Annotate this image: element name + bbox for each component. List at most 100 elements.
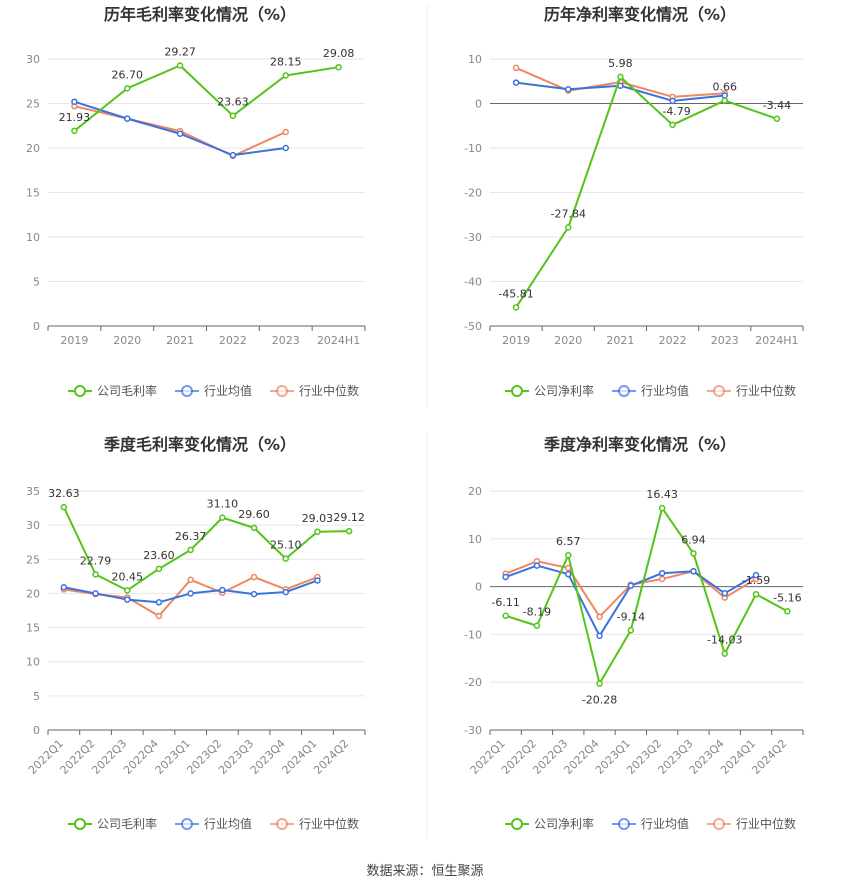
data-point — [124, 85, 131, 92]
legend-marker — [713, 818, 725, 830]
y-tick-label: 35 — [26, 485, 40, 498]
legend-label: 行业均值 — [641, 816, 689, 831]
y-tick-label: -20 — [464, 187, 482, 200]
data-point — [229, 151, 237, 159]
legend-item[interactable]: 公司净利率 — [505, 816, 594, 831]
data-label: 5.98 — [608, 57, 633, 70]
legend-item[interactable]: 行业中位数 — [707, 816, 796, 831]
y-tick-label: -10 — [464, 142, 482, 155]
data-point — [282, 588, 289, 596]
x-tick-label: 2020 — [113, 334, 141, 347]
legend-marker — [276, 385, 288, 397]
data-label: 6.94 — [681, 533, 706, 546]
legend-item[interactable]: 行业均值 — [612, 816, 689, 831]
legend-item[interactable]: 行业中位数 — [270, 383, 359, 398]
legend-item[interactable]: 公司毛利率 — [68, 816, 157, 831]
legend-item[interactable]: 行业均值 — [175, 816, 252, 831]
y-tick-label: 25 — [26, 553, 40, 566]
data-label: 20.45 — [112, 570, 144, 583]
data-point — [282, 144, 289, 152]
y-tick-label: 5 — [33, 276, 40, 289]
data-label: 23.63 — [217, 96, 249, 109]
data-label: 31.10 — [207, 498, 239, 511]
legend-item[interactable]: 行业中位数 — [270, 816, 359, 831]
legend-label: 公司净利率 — [534, 816, 594, 831]
x-tick-label: 2019 — [502, 334, 530, 347]
data-point — [565, 570, 572, 578]
legend-marker — [618, 385, 630, 397]
data-point — [219, 586, 226, 594]
x-tick-label: 2024H1 — [755, 334, 798, 347]
y-tick-label: 10 — [26, 231, 40, 244]
legend-item[interactable]: 行业均值 — [612, 383, 689, 398]
data-point — [314, 528, 321, 536]
x-tick-label: 2021 — [166, 334, 194, 347]
legend-marker — [276, 818, 288, 830]
data-point — [60, 503, 68, 511]
chart-1: 历年毛利率变化情况（%） 0 5 10 15 20 25 30 2019 2020 2021 2022… — [26, 5, 366, 398]
data-point — [617, 73, 624, 81]
legend-marker — [74, 818, 86, 830]
series-line — [73, 64, 339, 132]
legend-marker — [74, 385, 86, 397]
data-label: 32.63 — [48, 487, 80, 500]
x-tick-label: 2024H1 — [317, 334, 360, 347]
y-tick-label: 20 — [468, 485, 482, 498]
y-tick-label: -40 — [464, 276, 482, 289]
legend-item[interactable]: 行业中位数 — [707, 383, 796, 398]
legend-marker — [618, 818, 630, 830]
y-tick-label: 15 — [26, 622, 40, 635]
data-point — [176, 130, 184, 138]
data-point — [658, 569, 666, 577]
series-line — [515, 75, 778, 308]
legend-label: 行业中位数 — [299, 816, 359, 831]
data-label: 28.15 — [270, 55, 302, 68]
data-label: 26.37 — [175, 530, 207, 543]
y-tick-label: 20 — [26, 587, 40, 600]
data-point — [282, 555, 289, 562]
data-point — [92, 571, 99, 578]
x-tick-label: 2023 — [272, 334, 300, 347]
chart-title: 季度净利率变化情况（%） — [543, 435, 736, 454]
legend-item[interactable]: 行业均值 — [175, 383, 252, 398]
data-point — [345, 527, 353, 535]
data-point — [512, 79, 520, 86]
data-point — [721, 97, 728, 104]
data-label: 21.93 — [59, 111, 91, 124]
data-point — [721, 650, 728, 657]
x-tick-label: 2021 — [606, 334, 634, 347]
legend-item[interactable]: 公司毛利率 — [68, 383, 157, 398]
x-tick-label: 2020 — [554, 334, 582, 347]
data-label: 29.60 — [238, 508, 270, 521]
legend-item[interactable]: 公司净利率 — [505, 383, 594, 398]
data-point — [124, 115, 131, 122]
x-tick-label: 2022 — [659, 334, 687, 347]
data-point — [596, 632, 603, 640]
legend-marker — [181, 818, 193, 830]
data-point — [627, 582, 635, 589]
x-tick-label: 2024Q2 — [749, 737, 789, 777]
data-label: -14.03 — [707, 634, 742, 647]
data-point — [250, 573, 258, 581]
y-tick-label: 30 — [26, 519, 40, 532]
x-tick-label: 2019 — [60, 334, 88, 347]
data-point — [155, 565, 163, 573]
data-point — [669, 97, 676, 105]
data-point — [565, 551, 572, 559]
legend-label: 行业中位数 — [299, 383, 359, 398]
data-label: 29.27 — [164, 45, 196, 58]
series-line — [505, 564, 757, 637]
data-point — [71, 98, 78, 105]
data-point — [124, 596, 131, 603]
legend-marker — [713, 385, 725, 397]
data-point — [335, 63, 342, 71]
y-tick-label: 20 — [26, 142, 40, 155]
data-label: 29.08 — [323, 47, 355, 60]
chart-title: 历年毛利率变化情况（%） — [104, 5, 296, 24]
data-point — [533, 562, 541, 569]
x-tick-label: 2022 — [219, 334, 247, 347]
data-label: -9.14 — [617, 610, 645, 623]
data-point — [690, 550, 697, 557]
data-point — [690, 568, 697, 575]
